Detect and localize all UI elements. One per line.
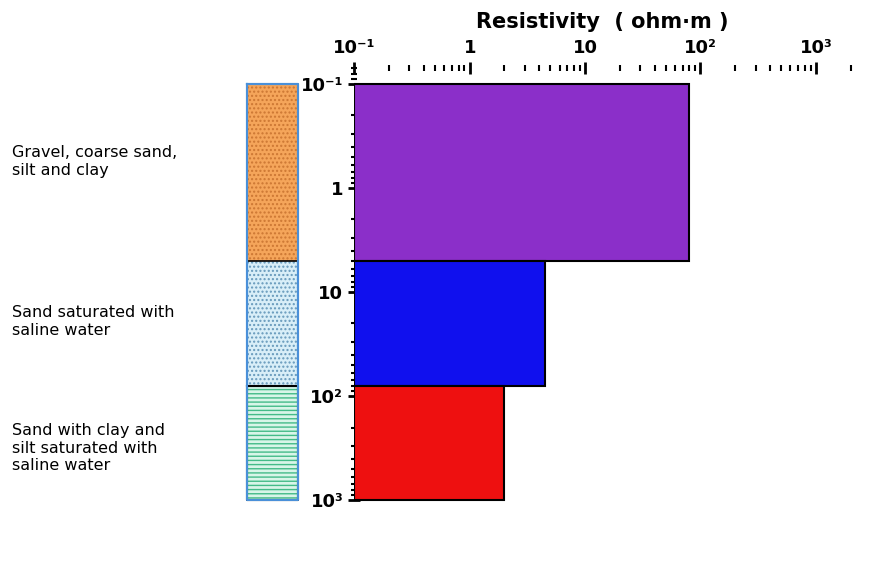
Text: Sand saturated with
saline water: Sand saturated with saline water bbox=[12, 305, 175, 337]
Polygon shape bbox=[246, 84, 299, 261]
Text: Sand with clay and
silt saturated with
saline water: Sand with clay and silt saturated with s… bbox=[12, 423, 165, 473]
Text: Gravel, coarse sand,
silt and clay: Gravel, coarse sand, silt and clay bbox=[12, 145, 177, 177]
Polygon shape bbox=[354, 386, 504, 500]
Polygon shape bbox=[246, 261, 299, 386]
Polygon shape bbox=[354, 261, 545, 386]
Polygon shape bbox=[246, 386, 299, 500]
Polygon shape bbox=[354, 84, 689, 261]
Y-axis label: Depth  ( m ): Depth ( m ) bbox=[272, 227, 290, 349]
X-axis label: Resistivity  ( ohm·m ): Resistivity ( ohm·m ) bbox=[477, 11, 728, 32]
